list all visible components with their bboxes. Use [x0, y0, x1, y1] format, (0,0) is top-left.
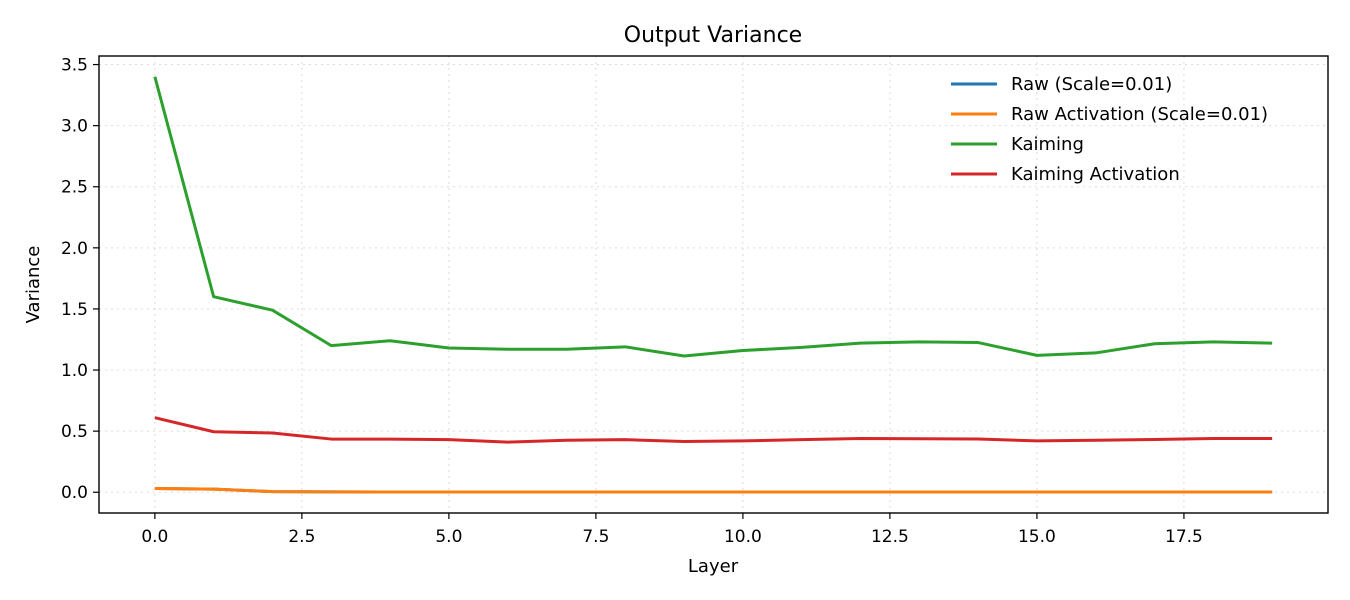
legend-label: Kaiming [1011, 134, 1084, 155]
y-tick-label: 0.0 [61, 483, 88, 503]
x-tick-label: 2.5 [288, 527, 315, 547]
y-tick-label: 3.0 [61, 117, 88, 137]
y-tick-label: 0.5 [61, 422, 88, 442]
chart-title: Output Variance [624, 23, 802, 48]
x-tick-label: 10.0 [724, 527, 762, 547]
series-line-3 [153, 76, 1273, 358]
series-lines [153, 76, 1273, 494]
y-tick-label: 1.5 [61, 300, 88, 320]
plot-frame [98, 55, 1329, 514]
x-axis-ticks: 0.0 2.5 5.0 7.5 10.0 12.5 15.0 17.5 [141, 513, 1203, 547]
x-tick-label: 17.5 [1165, 527, 1203, 547]
legend-label: Kaiming Activation [1011, 164, 1180, 185]
legend-label: Raw (Scale=0.01) [1011, 74, 1172, 95]
x-tick-label: 5.0 [435, 527, 462, 547]
series-line-2 [154, 487, 1273, 494]
y-tick-label: 2.5 [61, 178, 88, 198]
y-tick-label: 1.0 [61, 361, 88, 381]
series-line-4 [154, 416, 1273, 444]
legend-label: Raw Activation (Scale=0.01) [1011, 104, 1268, 125]
y-axis-title: Variance [23, 246, 44, 324]
y-tick-label: 2.0 [61, 239, 88, 259]
grid [99, 56, 1328, 513]
x-axis-title: Layer [688, 556, 739, 577]
legend: Raw (Scale=0.01) Raw Activation (Scale=0.… [951, 74, 1268, 185]
x-tick-label: 12.5 [871, 527, 909, 547]
y-tick-label: 3.5 [61, 56, 88, 76]
x-tick-label: 0.0 [141, 527, 168, 547]
y-axis-ticks: 0.0 0.5 1.0 1.5 2.0 2.5 3.0 3.5 [61, 56, 99, 503]
x-tick-label: 15.0 [1018, 527, 1056, 547]
x-tick-label: 7.5 [582, 527, 609, 547]
